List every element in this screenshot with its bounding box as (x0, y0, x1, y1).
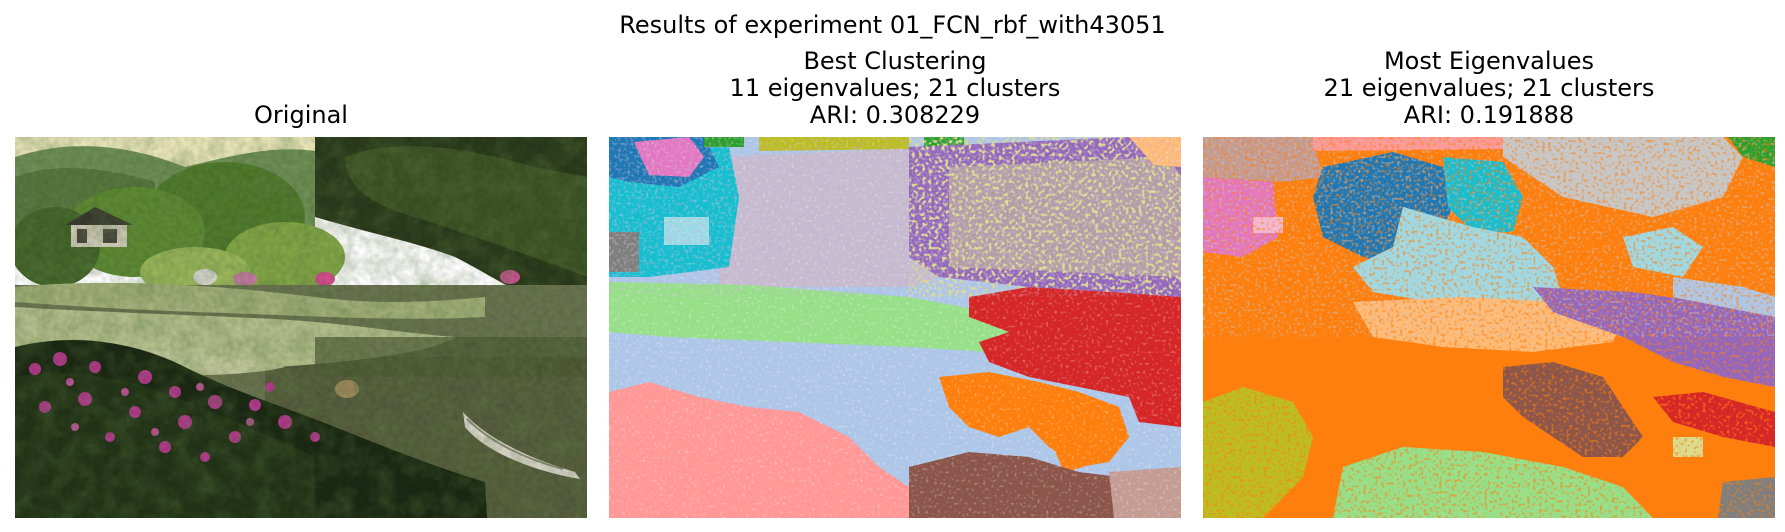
panel-title-original: Original (15, 45, 587, 129)
title-line: 11 eigenvalues; 21 clusters (729, 74, 1061, 102)
title-line: Original (254, 101, 348, 129)
title-line: ARI: 0.308229 (809, 101, 981, 129)
best-clustering-map (609, 137, 1181, 518)
title-line: Best Clustering (803, 47, 987, 75)
title-line: 21 eigenvalues; 21 clusters (1323, 74, 1655, 102)
panel-title-best-clustering: Best Clustering 11 eigenvalues; 21 clust… (609, 45, 1181, 129)
best-clustering-panel (609, 137, 1181, 518)
original-image-panel (15, 137, 587, 518)
title-line: Most Eigenvalues (1383, 47, 1595, 75)
most-eigenvalues-map (1203, 137, 1775, 518)
panel-title-most-eigenvalues: Most Eigenvalues 21 eigenvalues; 21 clus… (1203, 45, 1775, 129)
figure-suptitle: Results of experiment 01_FCN_rbf_with430… (619, 11, 1166, 39)
title-line: ARI: 0.191888 (1403, 101, 1575, 129)
original-photo (15, 137, 587, 518)
most-eigenvalues-panel (1203, 137, 1775, 518)
